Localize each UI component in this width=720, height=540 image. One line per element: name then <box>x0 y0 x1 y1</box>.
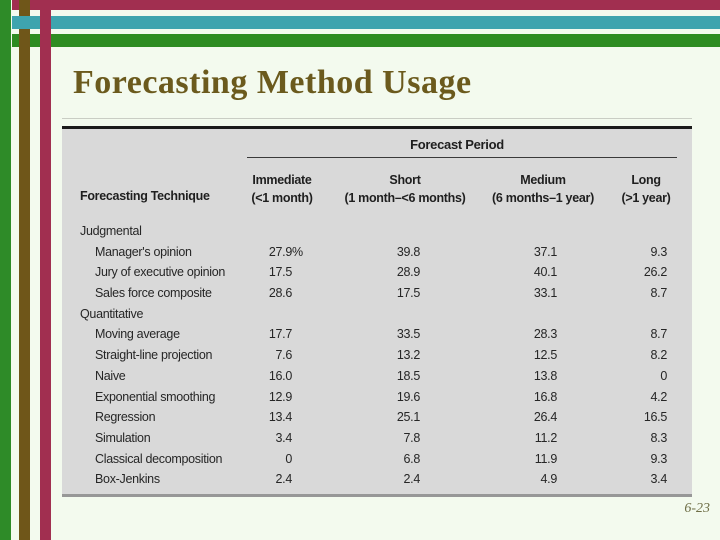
row-label: Regression <box>95 410 156 425</box>
table-row: Sales force composite 28.6 17.5 33.1 8.7 <box>62 283 692 304</box>
row-label: Moving average <box>95 327 180 342</box>
cell-value: 0 <box>660 368 667 383</box>
cell-value: 18.5 <box>396 368 420 383</box>
column-name: Short <box>389 173 421 187</box>
cell-value: 0 <box>285 451 292 466</box>
cell-value: 33.5 <box>396 327 420 342</box>
technique-column-header: Forecasting Technique <box>80 189 210 203</box>
vertical-green-stripe <box>0 0 11 540</box>
cell-value: 8.2 <box>650 348 668 363</box>
row-label: Quantitative <box>80 306 144 321</box>
cell-value: 13.4 <box>268 410 292 425</box>
cell-value: 8.7 <box>650 286 668 301</box>
cell-value: 27.9% <box>269 242 303 263</box>
column-header-immediate: Immediate (<1 month) <box>192 171 372 207</box>
row-label: Jury of executive opinion <box>95 265 226 280</box>
figure-body: Forecast Period Immediate (<1 month) Sho… <box>62 126 692 497</box>
cell-value: 9.3 <box>650 244 668 259</box>
cell-value: 33.1 <box>533 286 557 301</box>
horizontal-teal-stripe <box>12 16 720 29</box>
column-range: (<1 month) <box>251 191 313 205</box>
cell-value: 11.2 <box>534 430 558 445</box>
column-range: (>1 year) <box>621 191 671 205</box>
cell-value: 6.8 <box>403 451 421 466</box>
cell-value: 8.7 <box>650 327 668 342</box>
column-name: Long <box>631 173 661 187</box>
column-header-long: Long (>1 year) <box>556 171 720 207</box>
table-row: Classical decomposition 0 6.8 11.9 9.3 <box>62 449 692 470</box>
row-label: Manager's opinion <box>95 244 192 259</box>
row-label: Simulation <box>95 430 151 445</box>
row-label: Classical decomposition <box>95 451 223 466</box>
row-label: Straight-line projection <box>95 348 213 363</box>
cell-value: 17.5 <box>268 265 292 280</box>
table-row: Exponential smoothing 12.9 19.6 16.8 4.2 <box>62 387 692 408</box>
forecast-period-header: Forecast Period <box>410 137 504 152</box>
cell-value: 16.8 <box>533 389 557 404</box>
table-row: Quantitative <box>62 304 692 325</box>
table-row: Straight-line projection 7.6 13.2 12.5 8.2 <box>62 345 692 366</box>
row-label: Judgmental <box>80 224 142 238</box>
column-header-medium: Medium (6 months–1 year) <box>453 171 633 207</box>
cell-value: 28.6 <box>268 286 292 301</box>
cell-value: 7.8 <box>403 430 421 445</box>
cell-value: 16.0 <box>268 368 292 383</box>
table-row: Simulation 3.4 7.8 11.2 8.3 <box>62 428 692 449</box>
cell-value: 16.5 <box>643 410 667 425</box>
cell-value: 2.4 <box>403 472 421 487</box>
table-row: Jury of executive opinion 17.5 28.9 40.1 26.… <box>62 262 692 283</box>
table-row: Box-Jenkins 2.4 2.4 4.9 3.4 <box>62 469 692 490</box>
cell-value: 39.8 <box>396 244 420 259</box>
cell-value: 40.1 <box>533 265 557 280</box>
table-row: Moving average 17.7 33.5 28.3 8.7 <box>62 324 692 345</box>
cell-value: 17.7 <box>268 327 292 342</box>
cell-value: 19.6 <box>396 389 420 404</box>
forecast-usage-table: Forecast Period Immediate (<1 month) Sho… <box>62 118 692 497</box>
vertical-crimson-stripe <box>40 0 51 540</box>
table-row: Judgmental <box>62 221 692 242</box>
cell-value: 13.2 <box>396 348 420 363</box>
cell-value: 4.2 <box>650 389 668 404</box>
cell-value: 25.1 <box>396 410 420 425</box>
cell-value: 11.9 <box>534 451 558 466</box>
cell-value: 2.4 <box>275 472 293 487</box>
row-label: Naive <box>95 368 126 383</box>
row-label: Exponential smoothing <box>95 389 216 404</box>
column-range: (1 month–<6 months) <box>344 191 466 205</box>
cell-value: 26.4 <box>533 410 557 425</box>
vertical-brown-stripe <box>19 0 30 540</box>
horizontal-crimson-stripe <box>12 0 720 10</box>
table-row: Regression 13.4 25.1 26.4 16.5 <box>62 407 692 428</box>
cell-value: 28.3 <box>533 327 557 342</box>
cell-value: 13.8 <box>533 368 557 383</box>
table-row: Manager's opinion 27.9% 39.8 37.1 9.3 <box>62 242 692 263</box>
row-label: Box-Jenkins <box>95 472 160 487</box>
cell-value: 3.4 <box>650 472 668 487</box>
cell-value: 4.9 <box>540 472 558 487</box>
cell-value: 8.3 <box>650 430 668 445</box>
table-rows: Judgmental Manager's opinion 27.9% 39.8 37.1… <box>62 221 692 490</box>
cell-value: 7.6 <box>275 348 293 363</box>
column-name: Medium <box>520 173 566 187</box>
cell-value: 9.3 <box>650 451 668 466</box>
cell-value: 26.2 <box>643 265 667 280</box>
cell-value: 17.5 <box>396 286 420 301</box>
cell-value: 3.4 <box>275 430 293 445</box>
column-name: Immediate <box>252 173 312 187</box>
cell-value: 12.5 <box>533 348 557 363</box>
cell-value: 28.9 <box>396 265 420 280</box>
table-row: Naive 16.0 18.5 13.8 0 <box>62 366 692 387</box>
row-label: Sales force composite <box>95 286 212 301</box>
figure-top-edge <box>62 118 692 119</box>
cell-value: 12.9 <box>268 389 292 404</box>
cell-value: 37.1 <box>533 244 557 259</box>
column-range: (6 months–1 year) <box>492 191 594 205</box>
page-number: 6-23 <box>684 501 710 516</box>
column-header-short: Short (1 month–<6 months) <box>315 171 495 207</box>
horizontal-green-stripe <box>12 34 720 47</box>
percent-sign: % <box>292 244 303 259</box>
forecast-period-rule <box>247 157 677 158</box>
slide-title: Forecasting Method Usage <box>73 64 472 101</box>
